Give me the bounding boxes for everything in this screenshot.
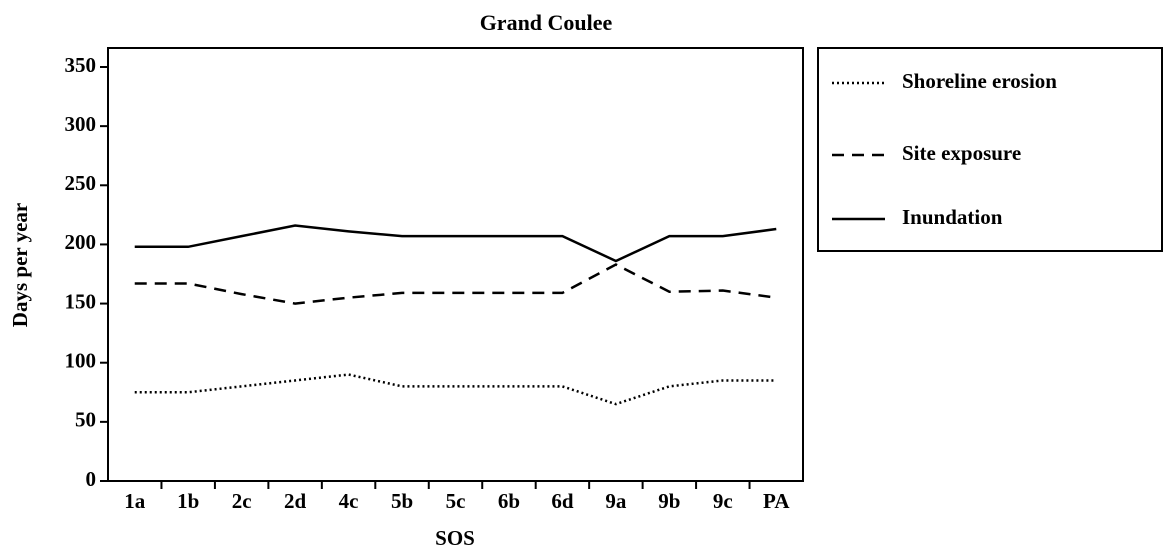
- x-tick-label: 1b: [177, 489, 199, 513]
- x-tick-label: 9c: [713, 489, 733, 513]
- x-tick-label: 2c: [232, 489, 252, 513]
- y-tick-label: 100: [65, 349, 97, 373]
- y-axis-label: Days per year: [8, 203, 32, 327]
- y-tick-label: 250: [65, 171, 97, 195]
- x-tick-label: PA: [763, 489, 790, 513]
- legend-label: Shoreline erosion: [902, 69, 1057, 93]
- x-axis-label: SOS: [435, 526, 475, 550]
- line-series: [134, 263, 777, 305]
- x-tick-label: 9b: [658, 489, 680, 513]
- x-tick-label: 6b: [498, 489, 520, 513]
- y-tick-label: 200: [65, 230, 97, 254]
- x-tick-label: 4c: [339, 489, 359, 513]
- x-tick-label: 1a: [124, 489, 146, 513]
- legend-label: Site exposure: [902, 141, 1021, 165]
- line-series: [134, 373, 777, 406]
- x-tick-label: 5b: [391, 489, 413, 513]
- x-tick-label: 6d: [551, 489, 574, 513]
- line-series: [134, 224, 777, 263]
- y-tick-label: 0: [86, 467, 97, 491]
- y-tick-label: 150: [65, 289, 97, 313]
- legend-label: Inundation: [902, 205, 1003, 229]
- legend-box: [817, 47, 1163, 252]
- x-tick-label: 9a: [605, 489, 627, 513]
- chart-title: Grand Coulee: [480, 10, 613, 35]
- y-tick-label: 50: [75, 408, 96, 432]
- x-tick-label: 2d: [284, 489, 307, 513]
- plot-frame: [107, 47, 804, 482]
- y-tick-label: 300: [65, 112, 97, 136]
- y-tick-label: 350: [65, 53, 97, 77]
- x-tick-label: 5c: [446, 489, 466, 513]
